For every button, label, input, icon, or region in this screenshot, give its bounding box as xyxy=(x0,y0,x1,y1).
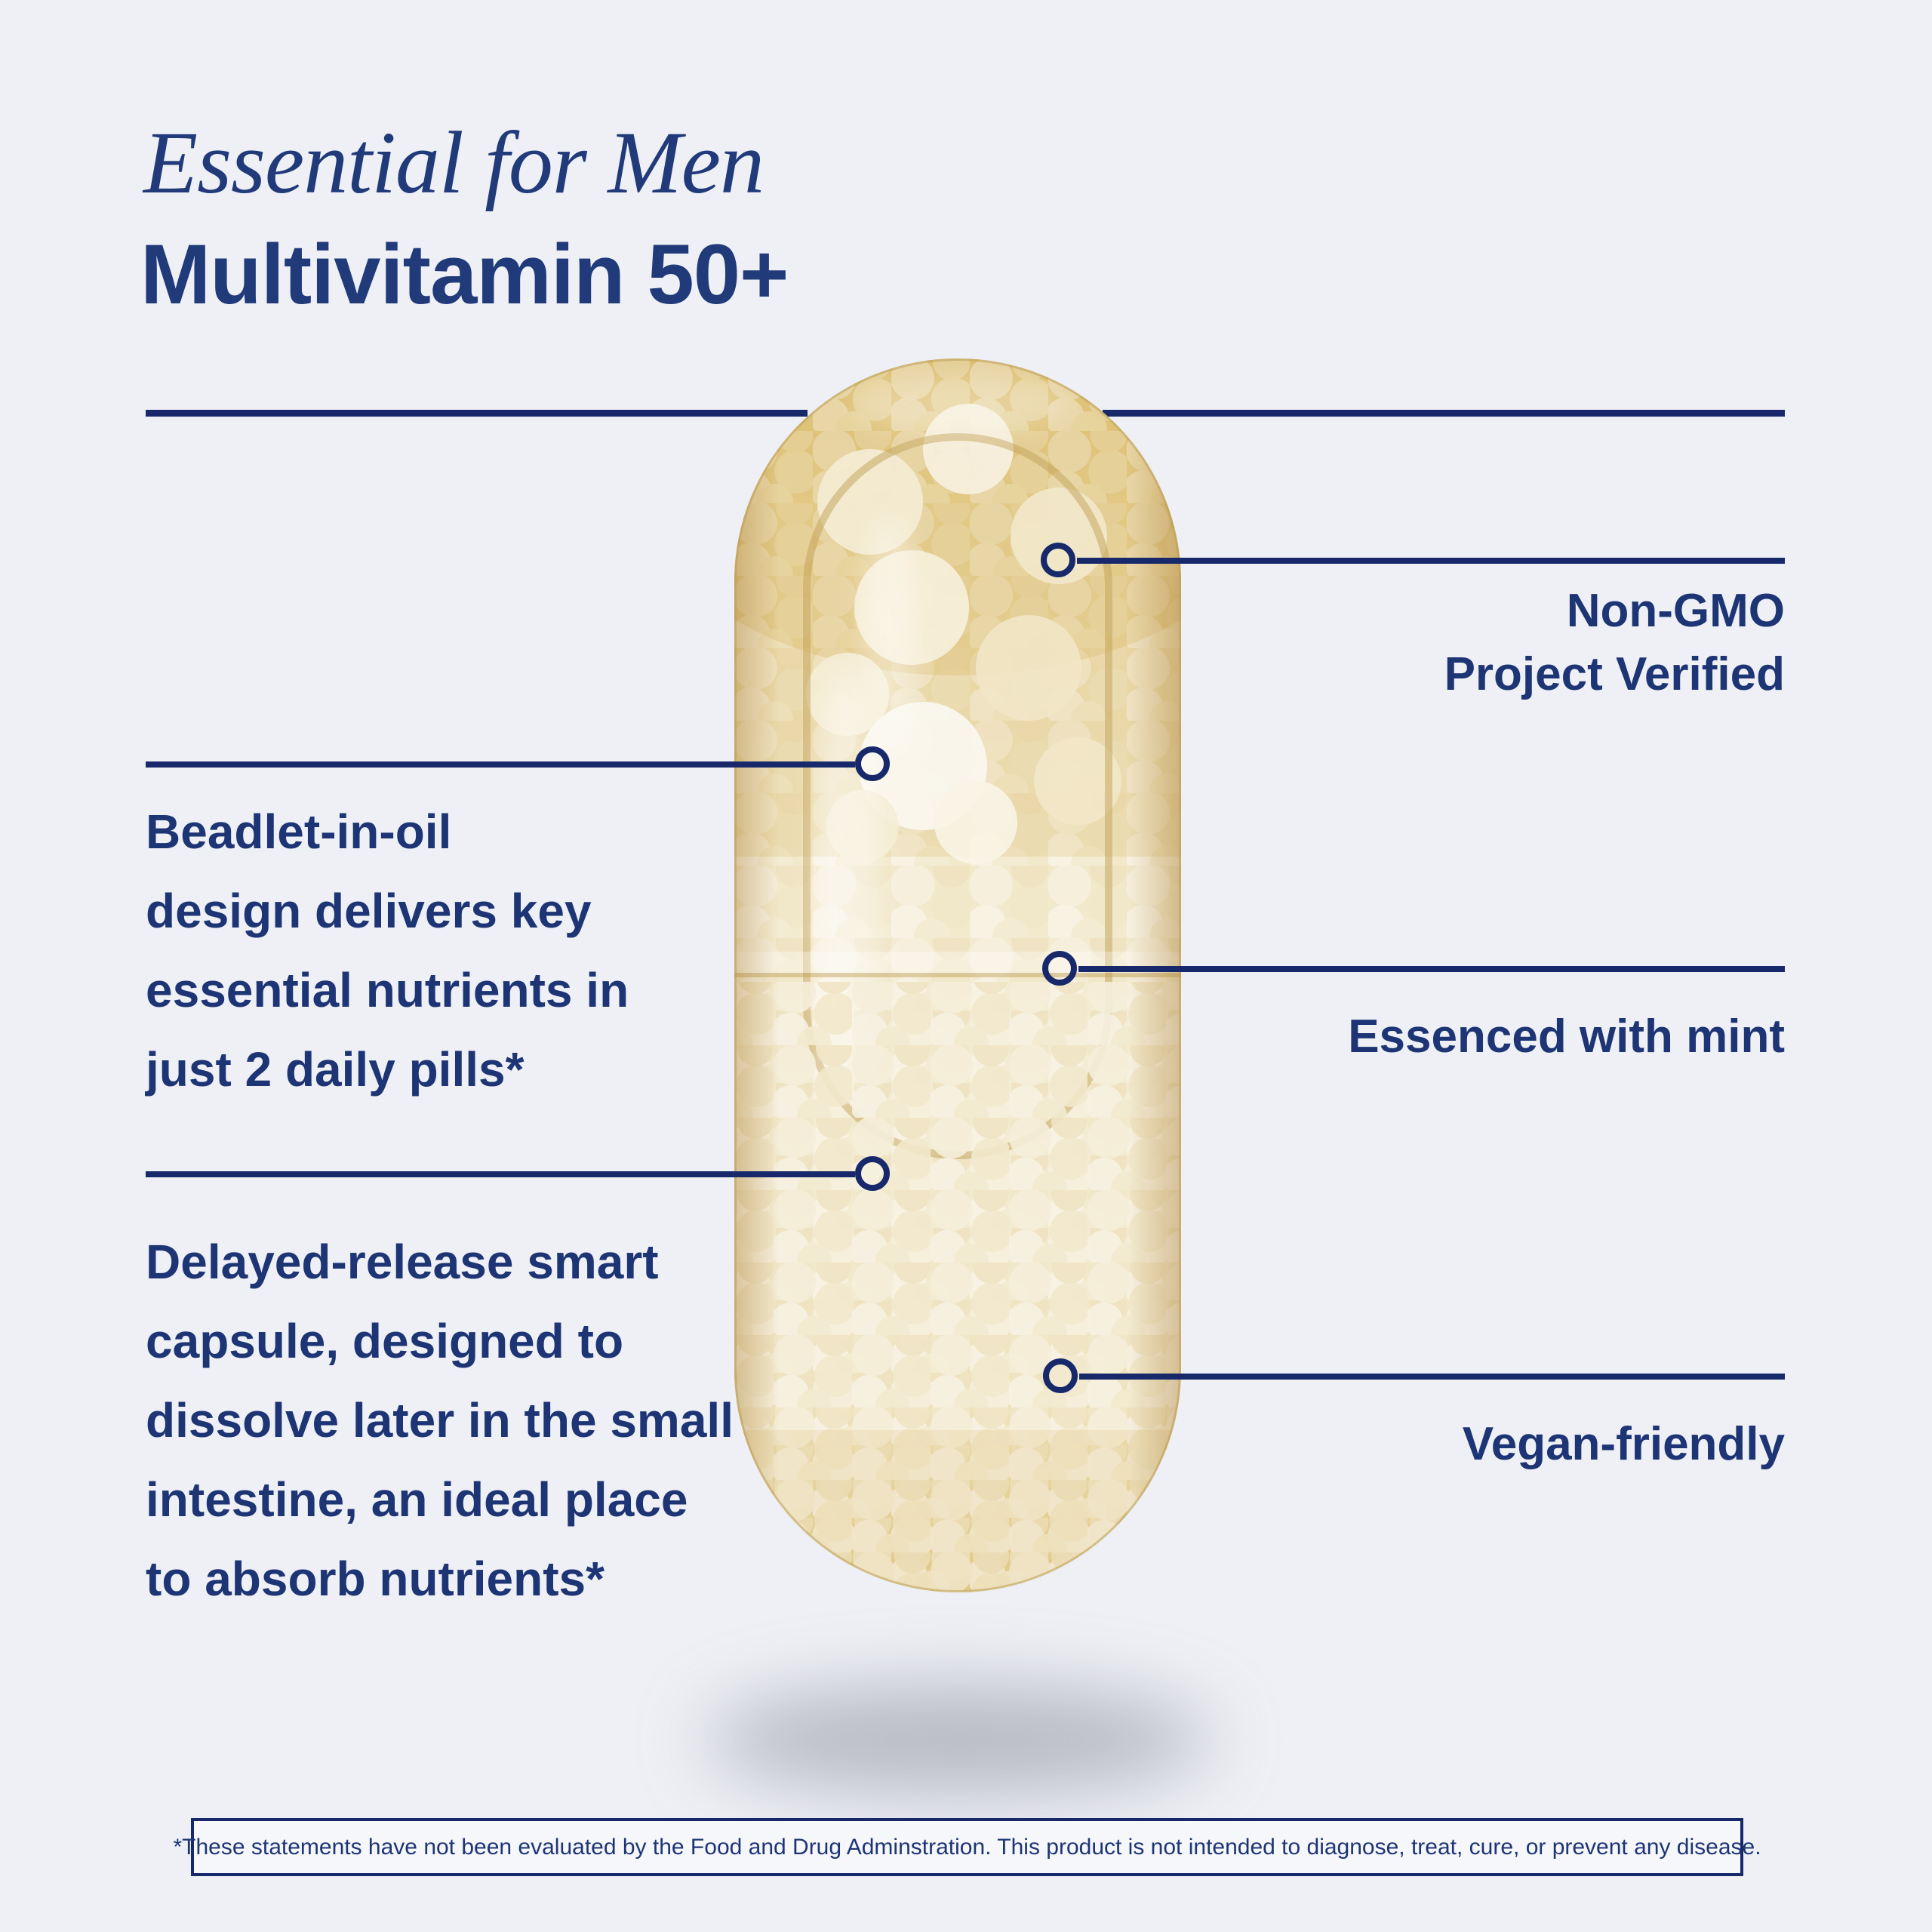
callout-label-line: just 2 daily pills* xyxy=(146,1042,525,1097)
callout-label-line: Beadlet-in-oil xyxy=(146,804,452,859)
callout-label-line: Essenced with mint xyxy=(1348,1011,1785,1063)
callout-label-line: Delayed-release smart xyxy=(146,1235,659,1289)
disclaimer-text: *These statements have not been evaluate… xyxy=(173,1834,1761,1860)
callout-label-vegan: Vegan-friendly xyxy=(1463,1413,1785,1476)
callout-label-line: Vegan-friendly xyxy=(1462,1418,1785,1470)
callout-label-line: Project Verified xyxy=(1444,648,1785,700)
callout-label-line: design delivers key xyxy=(146,884,592,938)
callout-line-vegan xyxy=(1079,1374,1785,1380)
brand-title: Essential for Men xyxy=(143,113,764,212)
callout-label-mint: Essenced with mint xyxy=(1348,1005,1785,1069)
callout-marker-non-gmo xyxy=(1041,543,1075,577)
callout-line-mint xyxy=(1078,966,1785,972)
callout-line-delayed-release xyxy=(146,1171,855,1177)
callout-marker-vegan xyxy=(1043,1358,1078,1393)
callout-label-line: dissolve later in the small xyxy=(146,1393,734,1447)
callout-label-line: to absorb nutrients* xyxy=(146,1552,605,1606)
callout-label-delayed-release: Delayed-release smart capsule, designed … xyxy=(146,1223,734,1619)
callout-label-beadlet-oil: Beadlet-in-oil design delivers key essen… xyxy=(146,792,629,1109)
product-title: Multivitamin 50+ xyxy=(140,227,789,321)
disclaimer-box: *These statements have not been evaluate… xyxy=(173,1818,1761,1876)
top-rule-right xyxy=(1103,410,1785,417)
callout-marker-mint xyxy=(1042,951,1077,986)
callout-line-non-gmo xyxy=(1077,558,1785,564)
callout-marker-delayed-release xyxy=(855,1156,890,1191)
callout-label-non-gmo: Non-GMO Project Verified xyxy=(1444,580,1785,706)
capsule-svg xyxy=(734,358,1181,1592)
callout-line-beadlet-oil xyxy=(146,761,855,768)
callout-label-line: Non-GMO xyxy=(1566,585,1785,637)
top-rule-left xyxy=(146,410,808,417)
callout-label-line: intestine, an ideal place xyxy=(146,1472,688,1527)
capsule-shadow xyxy=(706,1687,1211,1792)
callout-label-line: essential nutrients in xyxy=(146,963,629,1017)
callout-label-line: capsule, designed to xyxy=(146,1314,624,1368)
callout-marker-beadlet-oil xyxy=(855,746,890,781)
capsule-image xyxy=(734,358,1181,1592)
